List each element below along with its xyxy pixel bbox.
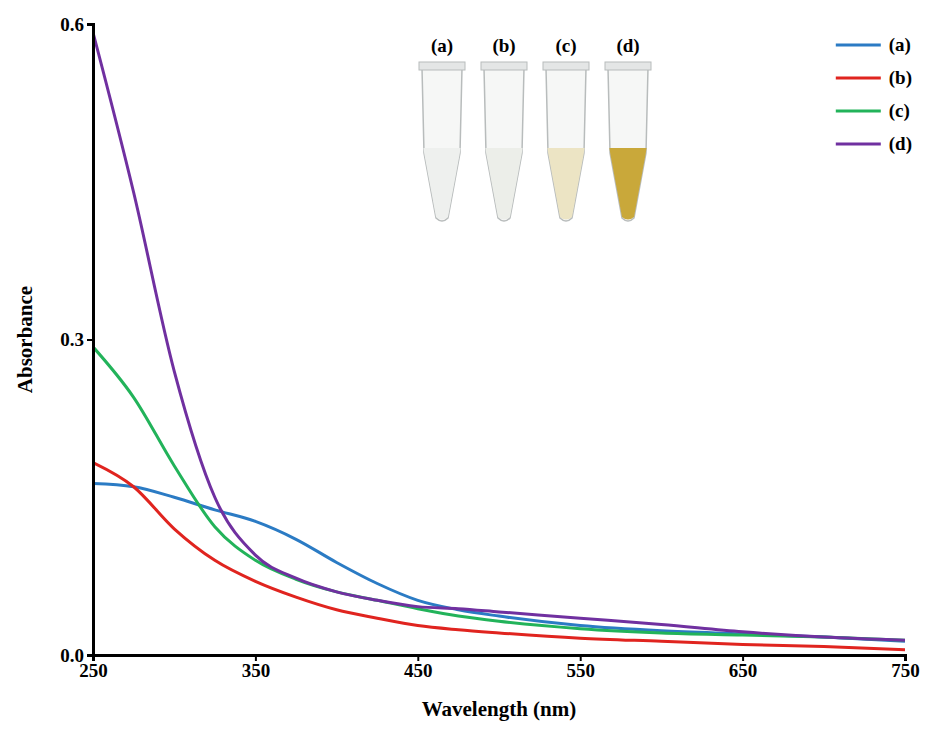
tick-mark [87, 24, 93, 26]
tick: 0.6 [60, 14, 93, 35]
legend-swatch [836, 143, 881, 146]
chart: 2503504505506507500.00.30.6Wavelength (n… [0, 0, 935, 734]
tube [484, 68, 524, 221]
tick: 750 [891, 655, 920, 681]
tick-label: 450 [404, 660, 433, 681]
tick-label: 550 [566, 660, 595, 681]
y-axis: 0.0 0.3 0.6 [60, 14, 93, 666]
x-axis-title: Wavelength (nm) [422, 697, 577, 721]
axis-line [87, 25, 94, 656]
tube-liquid [423, 148, 460, 220]
legend-swatch [836, 77, 881, 80]
tick: 0.3 [60, 329, 93, 350]
legend-label: (a) [889, 34, 911, 56]
tick: 450 [404, 655, 433, 681]
legend-swatch [836, 44, 881, 47]
axis-line [94, 656, 906, 662]
tube-cap [481, 62, 527, 70]
tick-label: 750 [891, 660, 920, 681]
tick-label: 0.6 [60, 14, 84, 35]
tick: 550 [566, 655, 595, 681]
x-axis: 250350450550650750 [79, 655, 920, 681]
tube-cap [543, 62, 589, 70]
inset-label: (c) [555, 35, 576, 57]
tick-mark [87, 655, 93, 657]
tube-liquid [609, 148, 646, 220]
inset-label: (d) [616, 35, 639, 57]
legend-label: (b) [889, 67, 912, 89]
tick-label: 350 [242, 660, 271, 681]
tube [422, 68, 462, 221]
tick-label: 650 [729, 660, 758, 681]
tube-liquid [547, 148, 584, 220]
plot-area [93, 32, 905, 649]
tube [608, 68, 648, 221]
inset-photo: (a) (b) (c) (d) [419, 35, 651, 221]
tick-label: 0.3 [60, 329, 84, 350]
inset-label: (a) [431, 35, 453, 57]
tube-cap [419, 62, 465, 70]
tick: 0.0 [60, 645, 93, 666]
series-line [93, 484, 905, 642]
legend-label: (c) [889, 100, 910, 122]
tick-mark [87, 339, 93, 341]
tick-label: 0.0 [60, 645, 84, 666]
legend-swatch [836, 110, 881, 113]
legend: (a) (b) (c) (d) [836, 34, 912, 155]
legend-label: (d) [889, 133, 912, 155]
tube [546, 68, 586, 221]
inset-label: (b) [492, 35, 515, 57]
series-line [93, 32, 905, 640]
tick: 350 [242, 655, 271, 681]
tube-liquid [485, 148, 522, 220]
y-axis-title: Absorbance [13, 286, 37, 393]
tick: 650 [729, 655, 758, 681]
tube-cap [605, 62, 651, 70]
